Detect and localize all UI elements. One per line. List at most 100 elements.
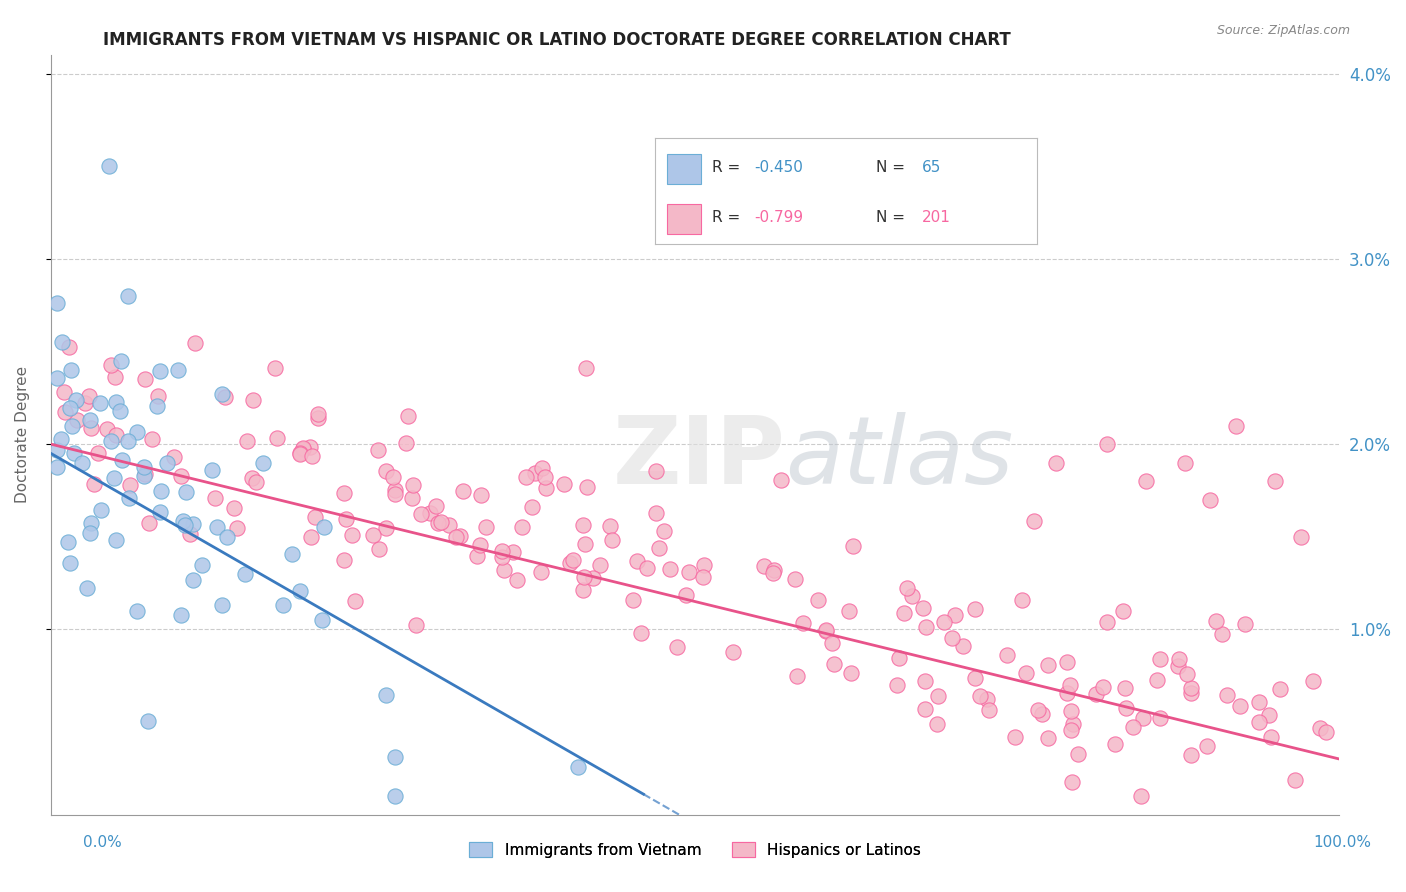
Point <box>301 450 323 464</box>
Point <box>449 529 471 543</box>
Point <box>384 789 406 803</box>
Point <box>204 491 226 506</box>
Point <box>652 524 675 538</box>
Point <box>1284 773 1306 788</box>
Point <box>375 521 398 535</box>
Point <box>384 750 406 764</box>
Point <box>465 549 488 564</box>
Point <box>575 480 598 494</box>
Point <box>333 486 356 500</box>
Point <box>138 516 160 530</box>
Point <box>288 447 311 461</box>
Point <box>167 363 190 377</box>
Point <box>470 488 492 502</box>
Point <box>127 604 149 618</box>
Point <box>65 413 87 427</box>
Point <box>211 598 233 612</box>
Text: R =: R = <box>713 161 745 175</box>
FancyBboxPatch shape <box>666 204 702 234</box>
Point <box>762 566 785 580</box>
Point <box>292 441 315 455</box>
Point <box>886 678 908 692</box>
Point <box>405 618 427 632</box>
Point <box>648 541 671 556</box>
Point <box>1056 686 1078 700</box>
Point <box>752 558 775 573</box>
Point <box>439 518 461 533</box>
Point <box>952 639 974 653</box>
Point <box>63 446 86 460</box>
Point <box>995 648 1018 663</box>
Point <box>941 631 963 645</box>
Point <box>1149 711 1171 725</box>
Point <box>1036 731 1059 745</box>
Point <box>191 558 214 572</box>
Point <box>136 714 159 728</box>
Point <box>821 636 844 650</box>
Point <box>80 516 103 530</box>
Point <box>205 520 228 534</box>
Point <box>785 572 807 586</box>
Point <box>976 691 998 706</box>
Point <box>678 565 700 579</box>
Point <box>659 562 682 576</box>
Point <box>118 478 141 492</box>
Point <box>127 425 149 439</box>
Point <box>181 516 204 531</box>
Point <box>381 470 404 484</box>
Point <box>1289 530 1312 544</box>
Point <box>623 592 645 607</box>
Point <box>401 491 423 506</box>
Point <box>575 360 598 375</box>
Point <box>1258 708 1281 723</box>
Point <box>1114 681 1136 696</box>
Point <box>76 581 98 595</box>
Point <box>368 541 391 556</box>
Point <box>475 519 498 533</box>
Point <box>1115 700 1137 714</box>
Point <box>1180 686 1202 700</box>
Point <box>1031 706 1053 721</box>
Point <box>156 456 179 470</box>
Point <box>1045 456 1067 470</box>
Point <box>1135 474 1157 488</box>
Point <box>932 615 955 629</box>
Text: Source: ZipAtlas.com: Source: ZipAtlas.com <box>1216 24 1350 37</box>
Point <box>1060 774 1083 789</box>
Point <box>104 369 127 384</box>
Point <box>927 690 949 704</box>
Point <box>582 570 605 584</box>
Point <box>839 665 862 680</box>
Point <box>201 463 224 477</box>
Point <box>384 483 406 497</box>
Point <box>235 434 257 448</box>
Point <box>1063 717 1085 731</box>
Point <box>146 389 169 403</box>
Point <box>444 530 467 544</box>
Point <box>530 460 553 475</box>
Point <box>60 362 83 376</box>
Point <box>224 500 246 515</box>
Point <box>530 566 553 580</box>
Point <box>225 521 247 535</box>
Point <box>429 515 451 529</box>
Point <box>468 538 491 552</box>
Point <box>1216 688 1239 702</box>
Point <box>105 427 128 442</box>
Point <box>911 601 934 615</box>
Point <box>307 410 329 425</box>
Point <box>51 433 73 447</box>
Point <box>823 657 845 672</box>
Point <box>290 583 312 598</box>
Point <box>1264 474 1286 488</box>
Point <box>343 594 366 608</box>
Text: IMMIGRANTS FROM VIETNAM VS HISPANIC OR LATINO DOCTORATE DEGREE CORRELATION CHART: IMMIGRANTS FROM VIETNAM VS HISPANIC OR L… <box>103 31 1011 49</box>
Point <box>184 336 207 351</box>
Point <box>271 598 294 612</box>
Point <box>245 475 267 489</box>
Point <box>524 467 547 481</box>
Point <box>402 478 425 492</box>
Point <box>506 574 529 588</box>
Point <box>97 159 120 173</box>
Point <box>118 491 141 505</box>
